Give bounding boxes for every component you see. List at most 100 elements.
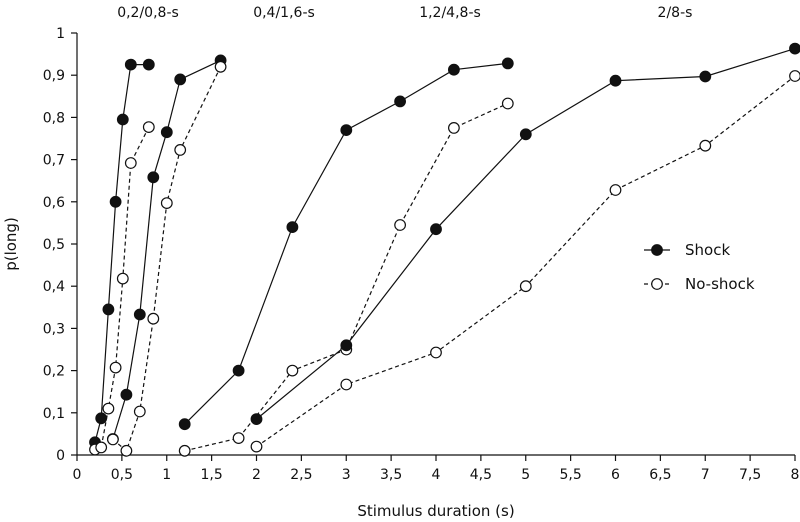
y-tick-label: 0,2	[43, 364, 65, 380]
legend: Shock No-shock	[644, 241, 755, 293]
noshock-data-point	[232, 432, 245, 445]
shock-data-point	[160, 126, 173, 139]
x-tick-label: 0	[73, 467, 82, 483]
shock-data-point	[250, 413, 263, 426]
y-tick-label: 1	[56, 26, 65, 42]
noshock-data-point	[109, 361, 122, 374]
noshock-data-point	[430, 346, 442, 359]
x-ticks: 0 0,5 1 1,5 2 2,5 3 3,5 4 4,5 5 5,5 6 6,5 7 7,5 8	[73, 455, 800, 483]
x-tick-label: 2,5	[290, 467, 312, 483]
legend-shock-label: Shock	[685, 241, 730, 259]
shock-data-point	[124, 58, 137, 71]
x-tick-label: 1	[162, 467, 171, 483]
noshock-data-point	[120, 444, 133, 457]
shock-data-point	[133, 308, 146, 321]
shock-data-point	[789, 42, 800, 55]
noshock-data-point	[250, 440, 263, 453]
shock-series-line	[112, 59, 221, 440]
noshock-data-point	[102, 402, 115, 415]
noshock-data-point	[160, 197, 173, 210]
shock-data-point	[286, 221, 299, 234]
axes: 0 0,5 1 1,5 2 2,5 3 3,5 4 4,5 5 5,5 6 6,5 7 7,5 8 0 0,1 0,…	[2, 26, 799, 520]
shock-data-point	[102, 303, 115, 316]
legend-shock-marker	[651, 244, 663, 256]
noshock-data-point	[699, 139, 712, 152]
x-tick-label: 3,5	[380, 467, 402, 483]
noshock-data-point	[124, 157, 137, 169]
legend-noshock-label: No-shock	[685, 275, 755, 293]
x-tick-label: 4,5	[470, 467, 492, 483]
y-tick-label: 0,1	[43, 406, 65, 422]
noshock-data-point	[519, 280, 532, 293]
y-ticks: 0 0,1 0,2 0,3 0,4 0,5 0,6 0,7 0,8 0,9 1	[43, 26, 77, 464]
shock-series-line	[256, 48, 796, 420]
x-tick-label: 6,5	[649, 467, 671, 483]
shock-data-point	[120, 388, 133, 401]
group-label: 2/8-s	[658, 5, 693, 21]
y-axis-title: p(long)	[2, 217, 20, 271]
group-labels: 0,2/0,8-s 0,4/1,6-s 1,2/4,8-s 2/8-s	[117, 5, 692, 21]
noshock-series-line	[94, 126, 150, 451]
x-tick-label: 5,5	[559, 467, 581, 483]
noshock-data-point	[142, 121, 155, 133]
y-tick-label: 0,6	[43, 195, 65, 211]
shock-data-point	[394, 95, 407, 108]
noshock-data-point	[286, 364, 299, 377]
noshock-data-point	[789, 70, 800, 82]
shock-data-point	[448, 63, 460, 76]
group-label: 1,2/4,8-s	[419, 5, 481, 21]
shock-data-point	[501, 57, 514, 70]
noshock-data-point	[178, 444, 191, 457]
noshock-data-point	[501, 97, 514, 110]
y-tick-label: 0,8	[43, 110, 65, 126]
shock-data-point	[340, 124, 353, 137]
shock-data-point	[116, 113, 129, 126]
x-tick-label: 4	[432, 467, 441, 483]
noshock-data-point	[340, 378, 353, 391]
plot-area	[89, 42, 800, 457]
y-tick-label: 0,5	[43, 237, 65, 253]
y-tick-label: 0	[56, 448, 65, 464]
x-tick-label: 7,5	[739, 467, 761, 483]
shock-data-point	[430, 223, 442, 236]
x-tick-label: 6	[611, 467, 620, 483]
group-label: 0,4/1,6-s	[253, 5, 315, 21]
noshock-data-point	[214, 60, 227, 73]
x-tick-label: 5	[521, 467, 530, 483]
noshock-data-point	[116, 272, 129, 285]
noshock-series-line	[184, 102, 509, 452]
noshock-data-point	[394, 219, 407, 231]
noshock-data-point	[106, 433, 119, 446]
shock-data-point	[232, 364, 245, 377]
x-tick-label: 1,5	[200, 467, 222, 483]
x-tick-label: 3	[342, 467, 351, 483]
shock-data-point	[340, 339, 353, 352]
noshock-data-point	[133, 405, 146, 418]
y-tick-label: 0,4	[43, 279, 65, 295]
shock-data-point	[109, 195, 122, 208]
x-tick-label: 8	[791, 467, 800, 483]
noshock-data-point	[147, 312, 160, 325]
shock-data-point	[147, 171, 160, 184]
noshock-data-point	[95, 441, 108, 454]
shock-data-point	[699, 70, 712, 83]
noshock-data-point	[448, 121, 460, 134]
shock-data-point	[174, 73, 187, 86]
x-tick-label: 0,5	[111, 467, 133, 483]
y-tick-label: 0,9	[43, 68, 65, 84]
shock-data-point	[95, 412, 108, 425]
noshock-data-point	[174, 143, 187, 156]
y-tick-label: 0,7	[43, 153, 65, 169]
shock-data-point	[519, 128, 532, 141]
x-axis-title: Stimulus duration (s)	[357, 502, 514, 520]
group-label: 0,2/0,8-s	[117, 5, 179, 21]
shock-data-point	[178, 418, 191, 431]
x-tick-label: 2	[252, 467, 261, 483]
legend-noshock-marker	[651, 278, 663, 290]
shock-data-point	[142, 58, 155, 71]
shock-data-point	[609, 74, 622, 87]
x-tick-label: 7	[701, 467, 710, 483]
y-tick-label: 0,3	[43, 321, 65, 337]
noshock-data-point	[609, 184, 622, 196]
